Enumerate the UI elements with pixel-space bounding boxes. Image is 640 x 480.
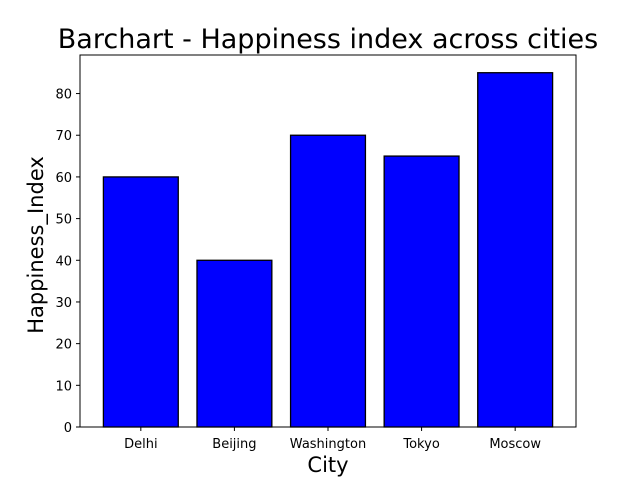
y-tick-label: 60: [55, 171, 72, 186]
bar-moscow: [477, 72, 554, 428]
x-axis-label: City: [307, 453, 348, 477]
y-tick-label: 50: [55, 213, 72, 228]
y-axis-label: Happiness_Index: [24, 156, 49, 334]
y-tick-label: 10: [55, 379, 72, 394]
y-tick-label: 0: [64, 421, 72, 436]
y-tick-label: 70: [55, 129, 72, 144]
x-tick-label: Delhi: [124, 437, 157, 452]
y-tick-label: 30: [55, 296, 72, 311]
plot-frame: [79, 54, 577, 428]
x-axis-ticks: Delhi Beijing Washington Tokyo Moscow: [124, 427, 541, 452]
y-tick-label: 40: [55, 254, 72, 269]
x-tick-label: Beijing: [212, 437, 256, 452]
bar-beijing: [196, 259, 273, 428]
bar-tokyo: [383, 155, 460, 428]
chart-title: Barchart - Happiness index across cities: [58, 24, 598, 55]
y-tick-label: 20: [55, 338, 72, 353]
bar-delhi: [102, 176, 179, 428]
x-tick-label: Moscow: [489, 437, 541, 452]
bars: [102, 72, 554, 428]
x-tick-label: Tokyo: [402, 437, 439, 452]
y-axis-ticks: 0 10 20 30 40 50 60 70 80: [55, 88, 80, 436]
y-tick-label: 80: [55, 88, 72, 103]
x-tick-label: Washington: [290, 437, 366, 452]
bar-washington: [289, 134, 367, 428]
